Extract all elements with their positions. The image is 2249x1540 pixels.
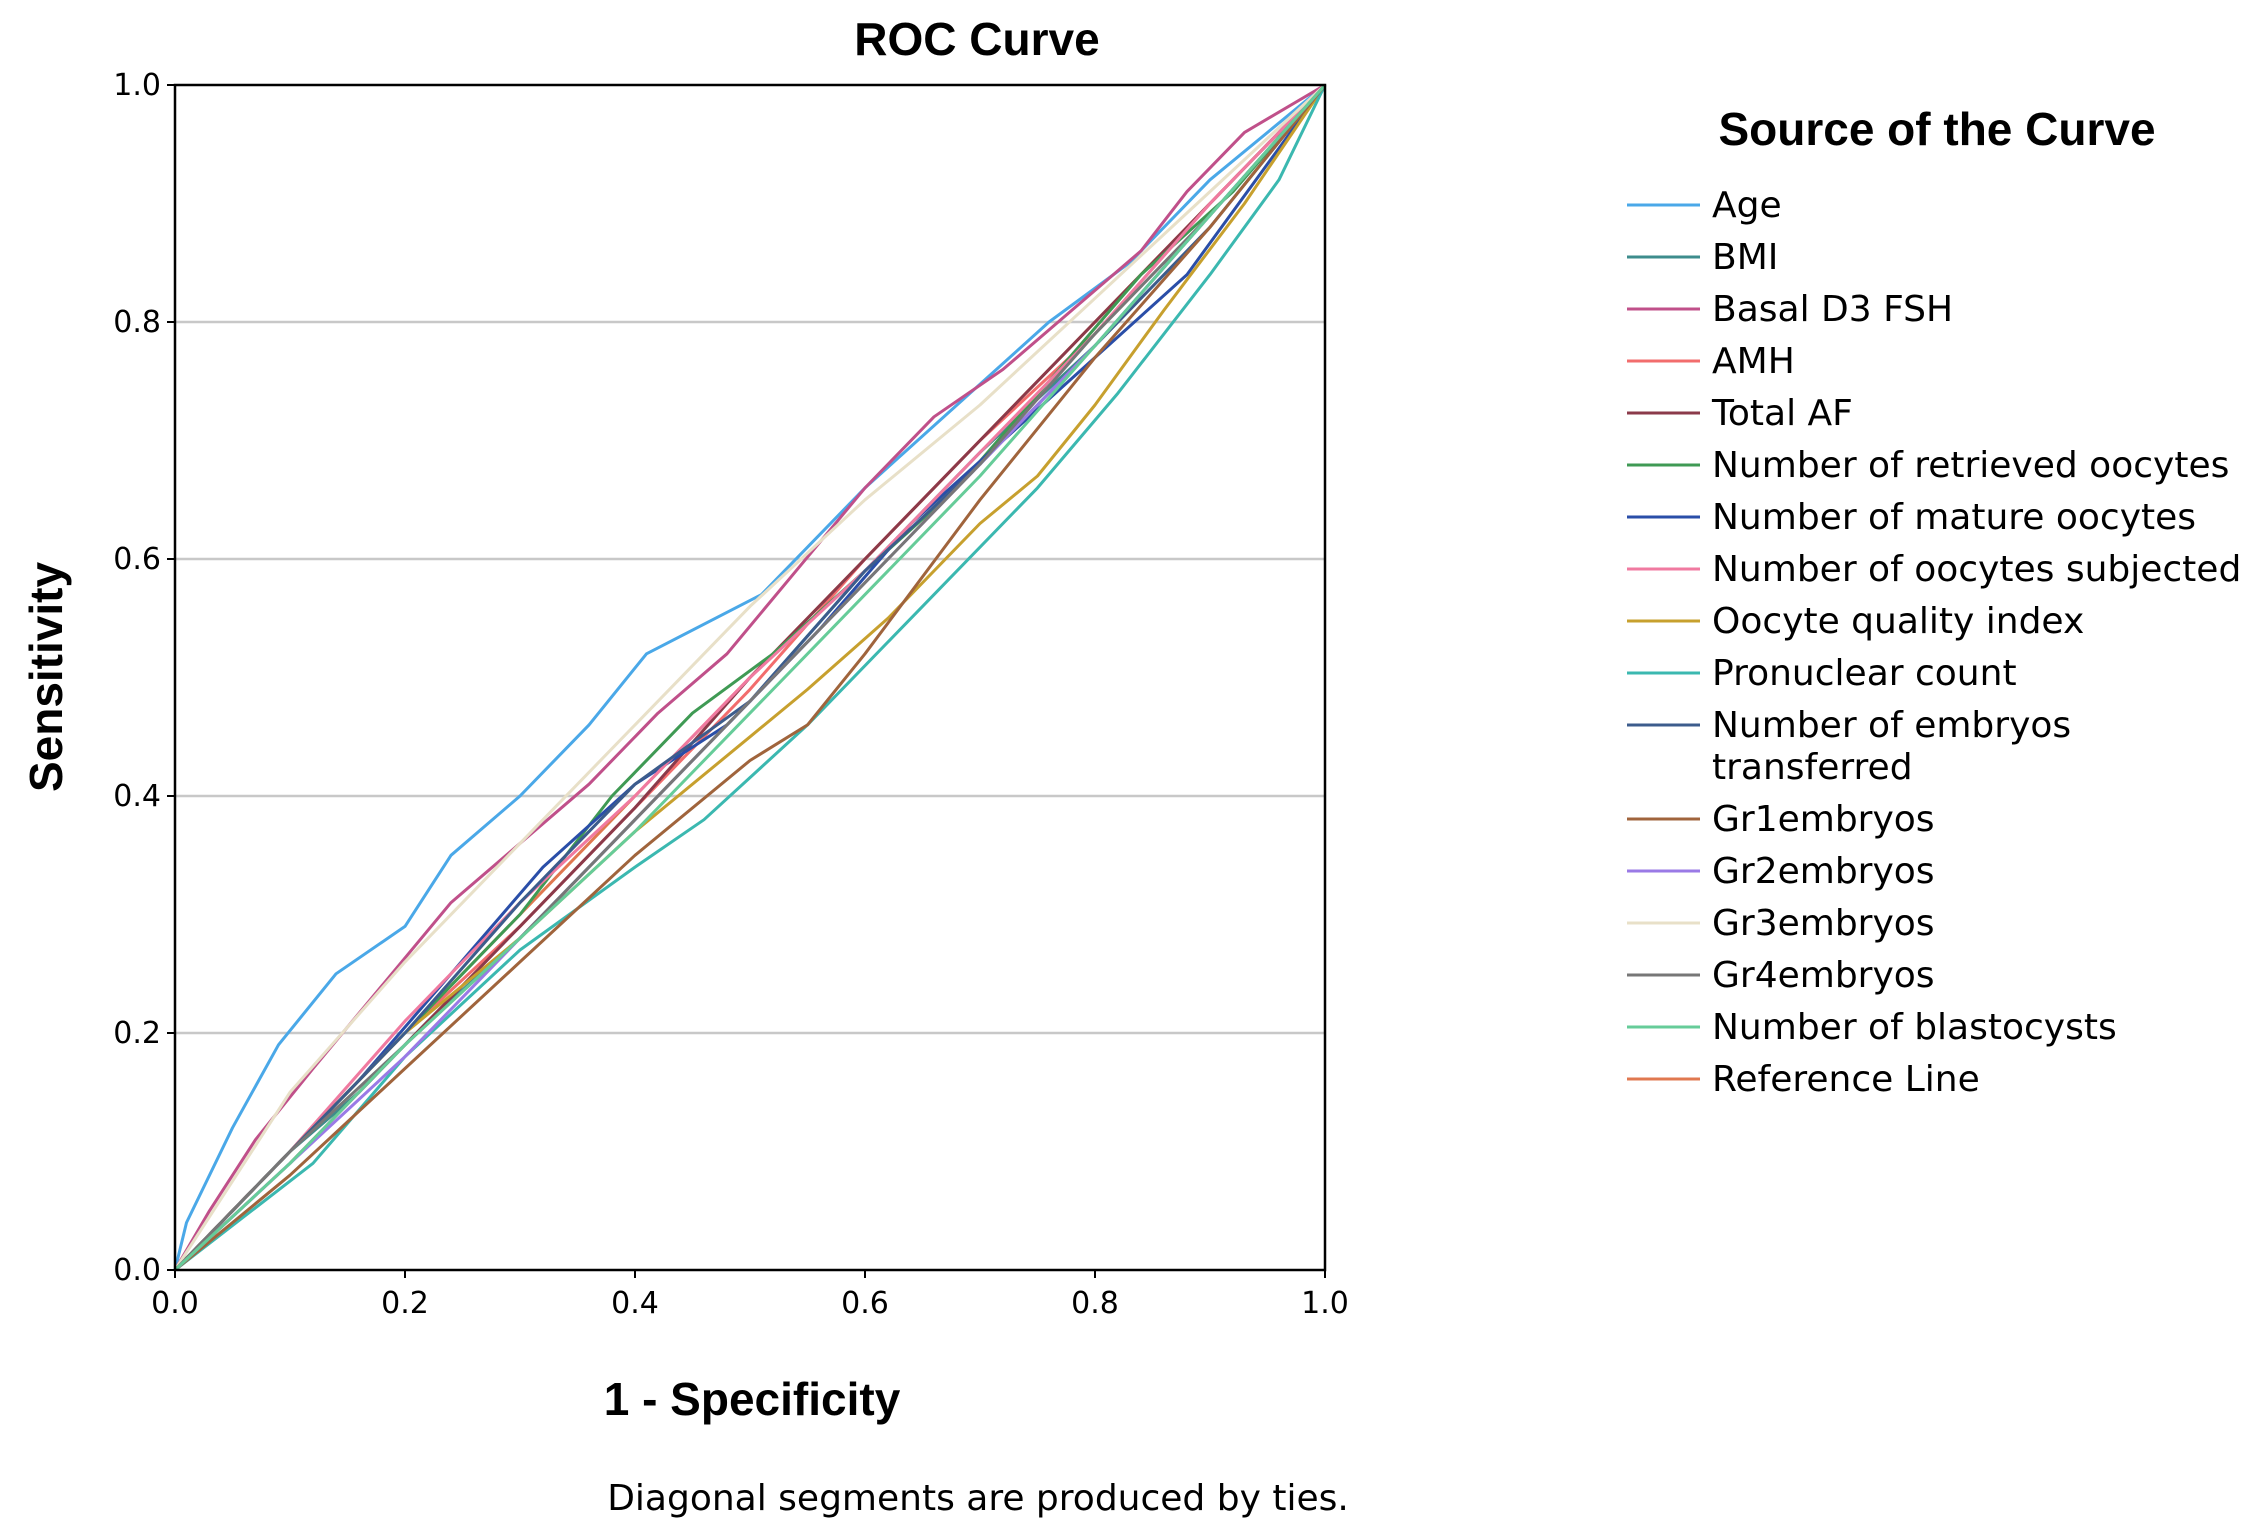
roc-chart: ROC Curve 0.0 0.2 0.4 0.6 0.8 1.0 0.0 0.2 0.4 0.… (0, 0, 2249, 1540)
legend-label-bmi: BMI (1712, 237, 1778, 278)
x-tick-label-2: 0.4 (611, 1286, 659, 1321)
y-tick-label-4: 0.8 (113, 305, 161, 340)
x-axis-label: 1 - Specificity (604, 1373, 901, 1425)
legend-label-oocyte-quality-index: Oocyte quality index (1712, 601, 2084, 642)
x-tick-label-5: 1.0 (1301, 1286, 1349, 1321)
y-tick-label-5: 1.0 (113, 68, 161, 103)
x-tick-label-1: 0.2 (381, 1286, 429, 1321)
y-axis-label: Sensitivity (20, 562, 72, 793)
legend-label-gr3embryos: Gr3embryos (1712, 903, 1935, 944)
legend-label-age: Age (1712, 185, 1782, 226)
y-tick-label-1: 0.2 (113, 1016, 161, 1051)
chart-title: ROC Curve (854, 13, 1099, 65)
ties-footnote: Diagonal segments are produced by ties. (607, 1478, 1349, 1519)
y-tick-label-0: 0.0 (113, 1253, 161, 1288)
legend-label-number-of-retrieved-oocytes: Number of retrieved oocytes (1712, 445, 2229, 486)
y-tick-label-2: 0.4 (113, 779, 161, 814)
legend-label-pronuclear-count: Pronuclear count (1712, 653, 2017, 694)
legend-label-number-of-blastocysts: Number of blastocysts (1712, 1007, 2117, 1048)
legend-label-number-of-mature-oocytes: Number of mature oocytes (1712, 497, 2196, 538)
legend-label-gr1embryos: Gr1embryos (1712, 799, 1935, 840)
legend-label-amh: AMH (1712, 341, 1795, 382)
legend-label-gr2embryos: Gr2embryos (1712, 851, 1935, 892)
x-tick-label-3: 0.6 (841, 1286, 889, 1321)
legend-label-number-of-oocytes-subjected-to-icsi: Number of oocytes subjected to ICSI (1712, 549, 2249, 590)
y-tick-label-3: 0.6 (113, 542, 161, 577)
x-tick-label-0: 0.0 (151, 1286, 199, 1321)
legend-label-gr4embryos: Gr4embryos (1712, 955, 1935, 996)
legend-label-total-af: Total AF (1711, 393, 1853, 434)
x-tick-label-4: 0.8 (1071, 1286, 1119, 1321)
legend-title: Source of the Curve (1718, 103, 2155, 155)
legend-label-reference-line: Reference Line (1712, 1059, 1980, 1100)
legend-label-basal-d3-fsh: Basal D3 FSH (1712, 289, 1953, 330)
